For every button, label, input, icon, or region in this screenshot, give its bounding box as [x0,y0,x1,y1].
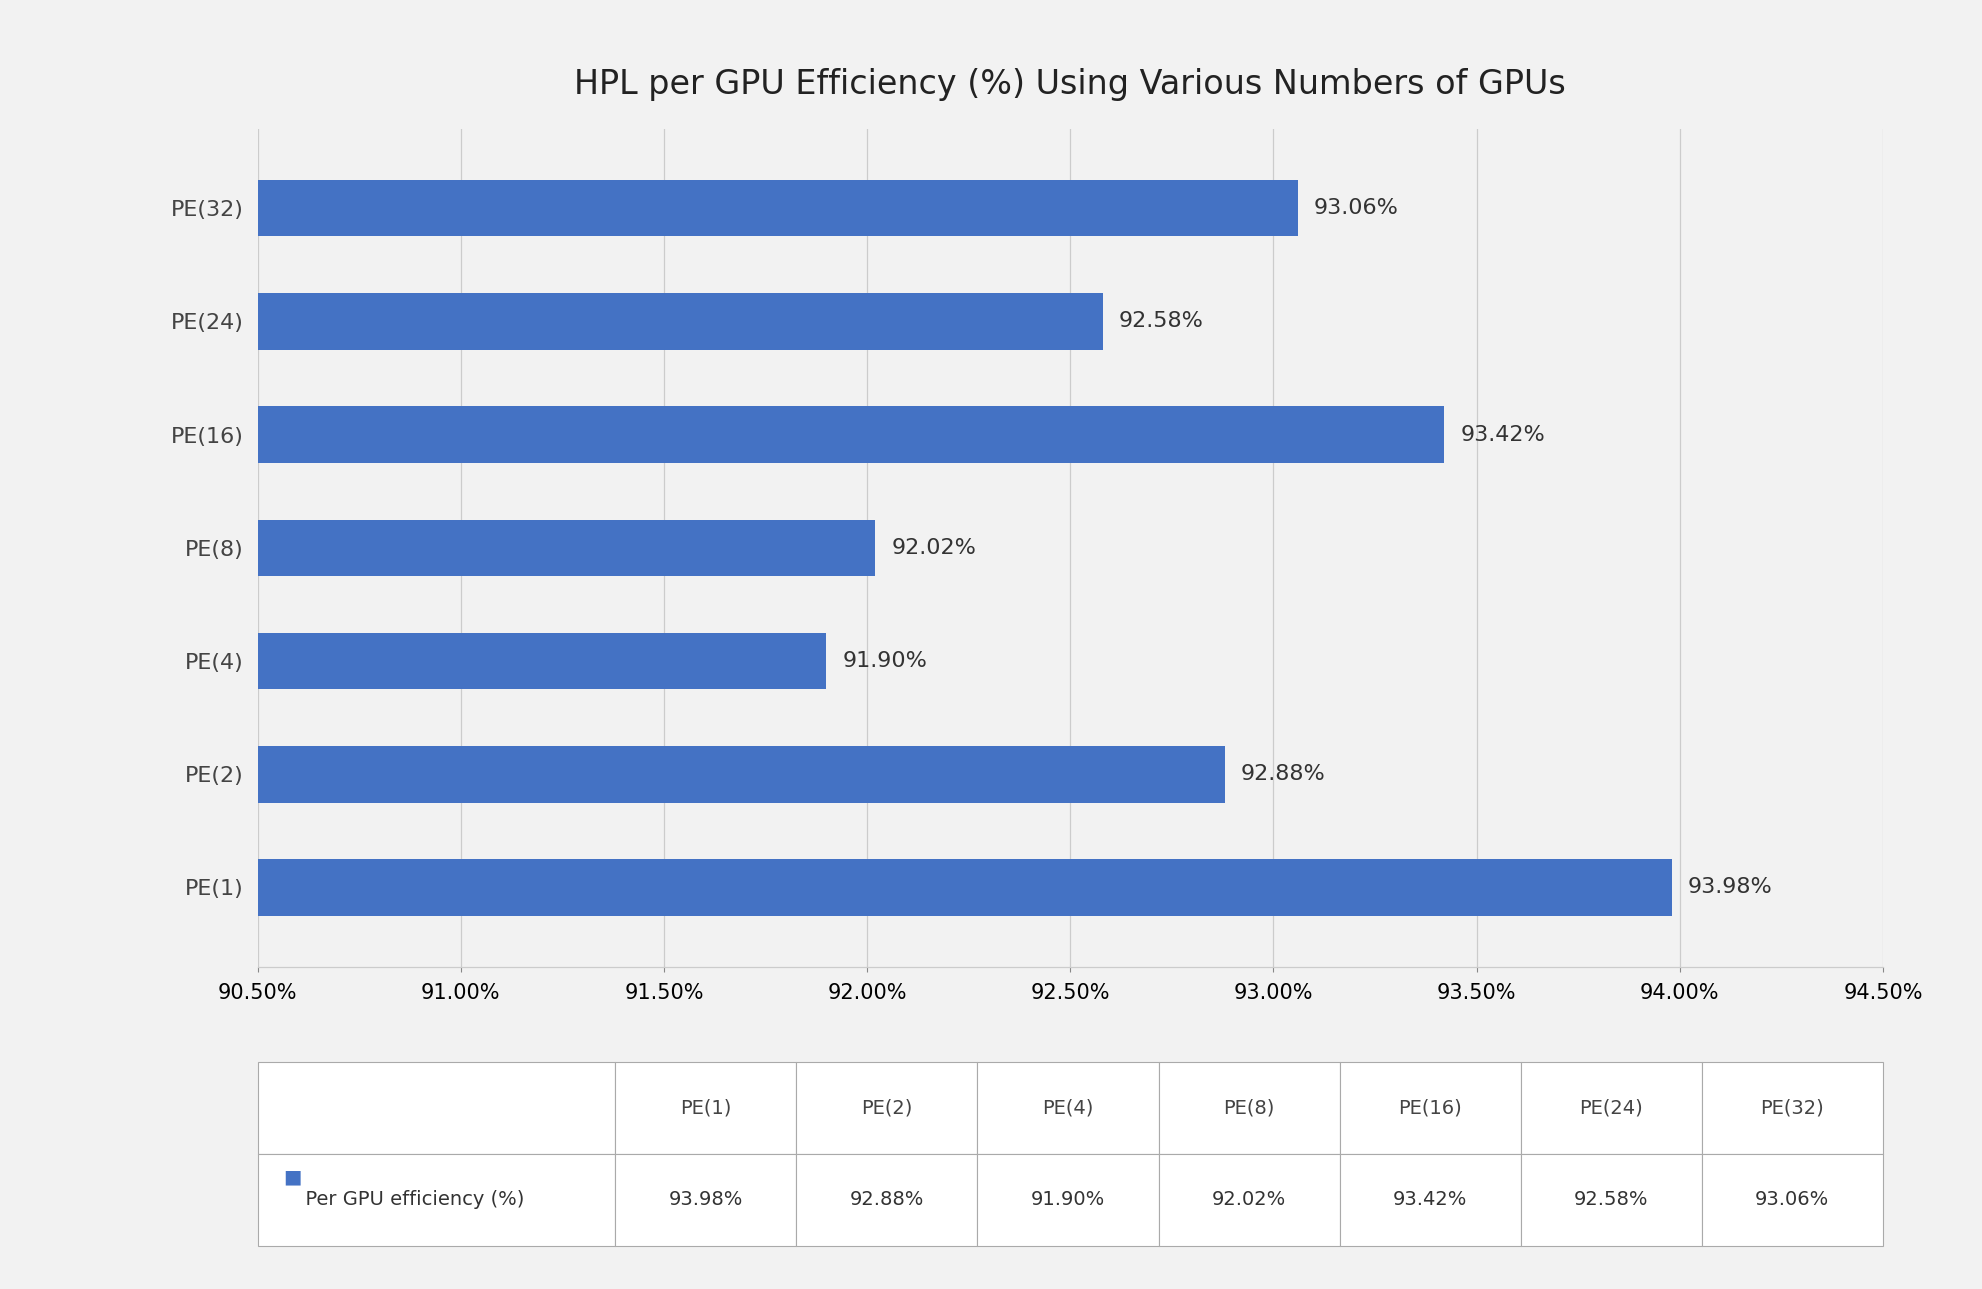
Text: 93.42%: 93.42% [1461,424,1546,445]
Text: 92.58%: 92.58% [1120,312,1203,331]
Text: 92.88%: 92.88% [1241,764,1326,784]
Text: 92.02%: 92.02% [892,538,977,558]
Bar [0,293,1102,349]
Text: 93.06%: 93.06% [1314,199,1399,218]
Text: ■: ■ [283,1168,301,1186]
Bar [0,633,826,690]
Bar [0,406,1445,463]
Bar [0,180,1298,236]
Text: 91.90%: 91.90% [842,651,928,672]
Bar [0,860,1671,915]
Title: HPL per GPU Efficiency (%) Using Various Numbers of GPUs: HPL per GPU Efficiency (%) Using Various… [575,68,1566,101]
Text: 93.98%: 93.98% [1689,878,1772,897]
Bar [0,519,876,576]
Bar [0,746,1225,803]
